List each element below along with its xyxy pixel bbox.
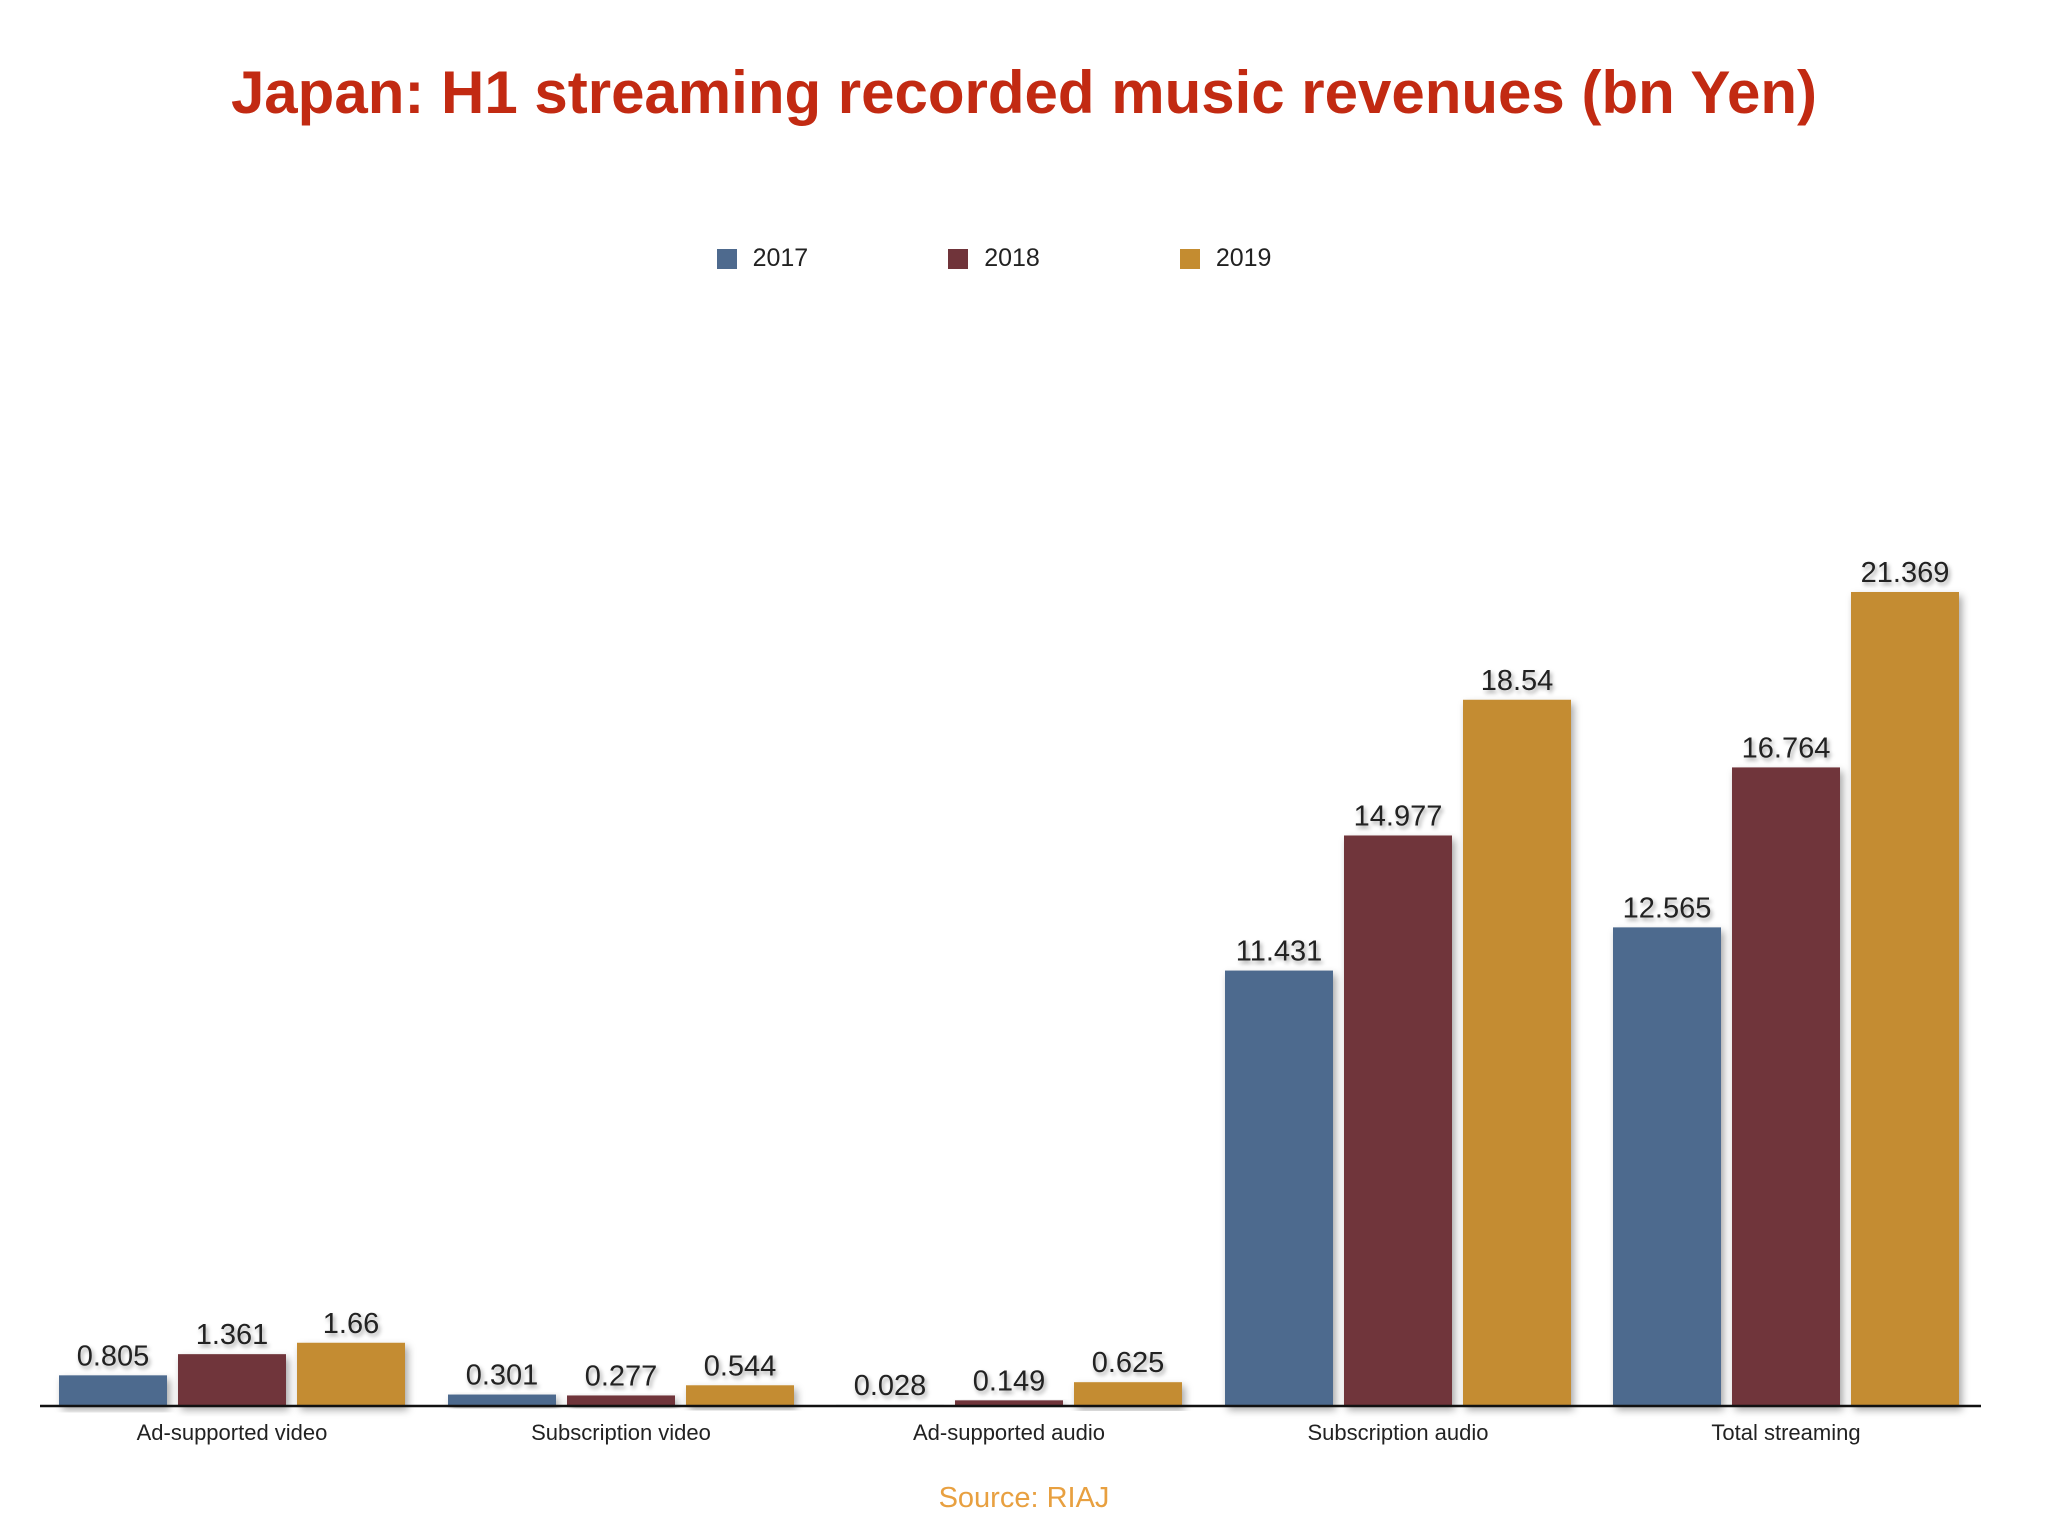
data-label: 0.301 bbox=[466, 1360, 539, 1392]
data-label: 0.625 bbox=[1092, 1347, 1165, 1379]
legend-label: 2018 bbox=[984, 244, 1040, 272]
bar-2017 bbox=[1613, 927, 1721, 1406]
data-label: 11.431 bbox=[1236, 936, 1323, 968]
bar-2017 bbox=[1225, 970, 1333, 1406]
data-label: 14.977 bbox=[1354, 800, 1443, 832]
category-label: Subscription video bbox=[531, 1420, 711, 1445]
data-label: 0.805 bbox=[77, 1340, 150, 1372]
source-note: Source: RIAJ bbox=[938, 1482, 1110, 1514]
data-label: 1.66 bbox=[323, 1308, 379, 1340]
bar-2019 bbox=[1074, 1382, 1182, 1406]
legend-item-2017: 2017 bbox=[716, 244, 809, 273]
category-label: Ad-supported audio bbox=[913, 1420, 1105, 1445]
bar-2017 bbox=[448, 1394, 556, 1406]
legend-label: 2019 bbox=[1215, 244, 1272, 272]
data-label: 0.149 bbox=[973, 1365, 1046, 1397]
category-label: Total streaming bbox=[1711, 1420, 1860, 1445]
data-label: 18.54 bbox=[1481, 665, 1554, 697]
category-label: Ad-supported video bbox=[137, 1420, 328, 1445]
data-label: 1.361 bbox=[196, 1319, 269, 1351]
bar-2018 bbox=[567, 1395, 675, 1406]
legend-item-2018: 2018 bbox=[948, 244, 1040, 273]
data-label: 0.028 bbox=[854, 1370, 927, 1402]
legend-item-2019: 2019 bbox=[1179, 244, 1272, 273]
legend-swatch bbox=[1179, 248, 1200, 269]
bar-2018 bbox=[1732, 767, 1840, 1406]
bar-2018 bbox=[1344, 835, 1452, 1406]
bar-2019 bbox=[297, 1342, 405, 1406]
data-label: 12.565 bbox=[1623, 892, 1712, 924]
bar-2017 bbox=[59, 1375, 167, 1406]
legend-swatch bbox=[948, 248, 969, 269]
bar-2019 bbox=[1463, 699, 1571, 1406]
chart-title: Japan: H1 streaming recorded music reven… bbox=[230, 59, 1818, 126]
data-label: 16.764 bbox=[1742, 732, 1831, 764]
legend: 2017 2018 2019 bbox=[0, 244, 2018, 273]
data-label: 21.369 bbox=[1861, 557, 1950, 589]
bar-2019 bbox=[1851, 592, 1959, 1406]
data-label: 0.544 bbox=[704, 1350, 777, 1382]
bar-2018 bbox=[178, 1354, 286, 1406]
bar-2019 bbox=[686, 1385, 794, 1406]
legend-label: 2017 bbox=[752, 244, 809, 272]
bar-2018 bbox=[955, 1400, 1063, 1406]
legend-swatch bbox=[716, 248, 737, 269]
data-label: 0.277 bbox=[585, 1360, 658, 1392]
category-label: Subscription audio bbox=[1307, 1420, 1488, 1445]
